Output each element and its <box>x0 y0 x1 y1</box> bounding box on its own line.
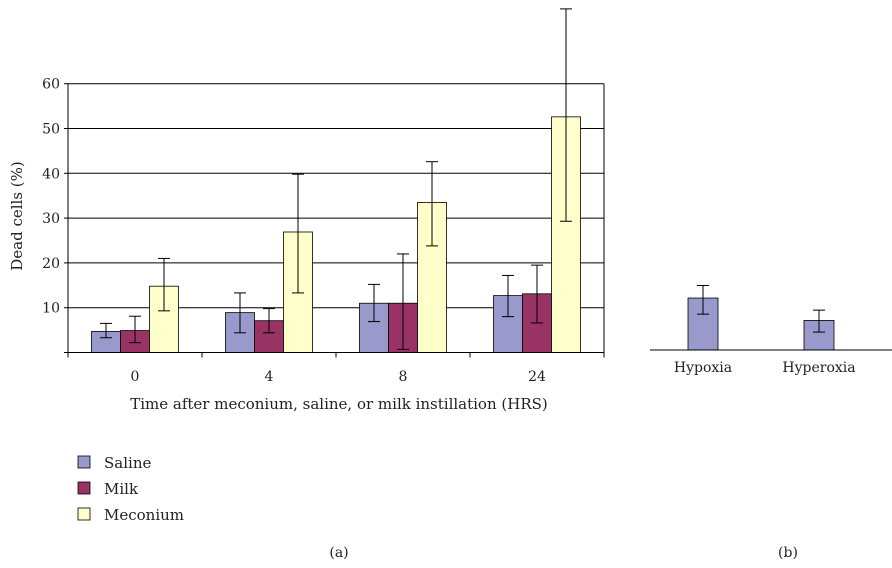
legend-swatch-saline <box>77 455 91 469</box>
error-bars <box>697 284 825 333</box>
y-tick-label: 20 <box>42 256 60 272</box>
legend: Saline Milk Meconium <box>77 454 184 524</box>
y-tick-label: 30 <box>42 211 60 227</box>
y-tick-label: 40 <box>42 166 60 182</box>
x-tick-label-hypoxia: Hypoxia <box>674 360 732 376</box>
error-bars <box>100 8 572 350</box>
panel-label-b: (b) <box>778 545 798 561</box>
y-tick-label: 60 <box>42 77 60 93</box>
x-tick-label-hyperoxia: Hyperoxia <box>782 360 855 376</box>
x-tick-label: 24 <box>528 369 546 385</box>
legend-swatch-meconium <box>77 507 91 521</box>
gridlines <box>68 83 604 309</box>
y-tick-label: 10 <box>42 301 60 317</box>
panel-a: 10 20 30 40 50 60 0 4 8 24 Dead cells (%) Time a… <box>8 8 605 561</box>
legend-swatch-milk <box>77 481 91 495</box>
y-tick-labels: 10 20 30 40 50 60 <box>42 77 60 317</box>
axes <box>64 83 605 358</box>
x-tick-labels: 0 4 8 24 <box>131 369 546 385</box>
x-tick-label: 4 <box>265 369 274 385</box>
bars <box>687 297 835 351</box>
x-tick-labels: Hypoxia Hyperoxia <box>674 360 856 376</box>
x-axis-title: Time after meconium, saline, or milk ins… <box>130 395 548 413</box>
legend-label-saline: Saline <box>104 454 151 472</box>
x-tick-label: 8 <box>399 369 408 385</box>
panel-b: Hypoxia Hyperoxia (b) <box>650 284 892 561</box>
legend-label-meconium: Meconium <box>104 506 184 524</box>
panel-label-a: (a) <box>329 545 348 561</box>
legend-label-milk: Milk <box>104 480 139 498</box>
y-axis-title: Dead cells (%) <box>8 161 26 271</box>
x-tick-label: 0 <box>131 369 140 385</box>
y-tick-label: 50 <box>42 122 60 138</box>
